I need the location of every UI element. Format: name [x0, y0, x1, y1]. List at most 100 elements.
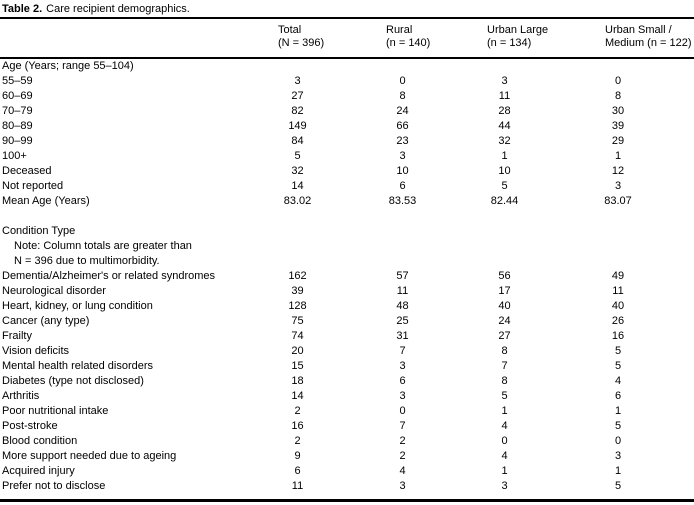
cell-value — [560, 224, 694, 239]
row-label: Poor nutritional intake — [2, 405, 109, 417]
row-label: 70–79 — [2, 105, 33, 117]
cell-value: 6 — [614, 390, 622, 402]
cell-value: 16 — [611, 330, 625, 342]
table-row: 70–79 82 24 28 30 — [0, 104, 694, 119]
cell-value: 83.02 — [283, 195, 312, 207]
cell-value: 25 — [396, 315, 409, 327]
cell-value: 128 — [288, 300, 307, 312]
cell-value: 82.44 — [490, 195, 519, 207]
cell-value: 16 — [291, 420, 304, 432]
cell-value — [560, 254, 694, 269]
cell-value: 32 — [291, 165, 304, 177]
cell-value — [455, 239, 560, 254]
row-label: Age (Years; range 55–104) — [2, 60, 134, 72]
cell-value — [350, 58, 455, 74]
cell-value: 14 — [291, 390, 304, 402]
cell-value: 1 — [501, 465, 508, 477]
cell-value: 8 — [501, 345, 508, 357]
table-row: Frailty 74 31 27 16 — [0, 329, 694, 344]
cell-value: 32 — [498, 135, 511, 147]
table-row: Poor nutritional intake 2 0 1 1 — [0, 404, 694, 419]
column-header-total: Total (N = 396) — [245, 18, 350, 59]
cell-value: 75 — [291, 315, 304, 327]
table-row: N = 396 due to multimorbidity. — [0, 254, 694, 269]
table-row: Vision deficits 20 7 8 5 — [0, 344, 694, 359]
cell-value — [350, 224, 455, 239]
cell-value — [455, 209, 560, 224]
cell-value: 10 — [498, 165, 511, 177]
cell-value: 84 — [291, 135, 304, 147]
cell-value: 7 — [399, 345, 406, 357]
table-row: Blood condition 2 2 0 0 — [0, 434, 694, 449]
cell-value: 1 — [501, 405, 508, 417]
row-label: Diabetes (type not disclosed) — [2, 375, 144, 387]
table-row: Heart, kidney, or lung condition 128 48 40 4… — [0, 299, 694, 314]
column-header-line2: Medium (n = 122) — [605, 37, 692, 49]
column-header-urban-small-medium: Urban Small / Medium (n = 122) — [560, 18, 694, 59]
table-row: Neurological disorder 39 11 17 11 — [0, 284, 694, 299]
cell-value: 11 — [396, 285, 409, 297]
cell-value — [455, 254, 560, 269]
cell-value: 24 — [396, 105, 409, 117]
cell-value: 5 — [614, 480, 622, 492]
table-caption-label: Table 2. — [2, 3, 43, 15]
cell-value: 48 — [396, 300, 409, 312]
row-label: Not reported — [2, 180, 64, 192]
table-row: Acquired injury 6 4 1 1 — [0, 464, 694, 479]
cell-value: 1 — [614, 405, 622, 417]
cell-value — [560, 239, 694, 254]
cell-value: 4 — [614, 375, 622, 387]
column-header-rural: Rural (n = 140) — [350, 18, 455, 59]
table-row: Age (Years; range 55–104) — [0, 58, 694, 74]
table-row: Post-stroke 16 7 4 5 — [0, 419, 694, 434]
cell-value: 3 — [614, 180, 622, 192]
cell-value: 11 — [498, 90, 511, 102]
row-label: Prefer not to disclose — [2, 480, 106, 492]
row-label — [0, 209, 245, 224]
cell-value: 2 — [294, 405, 301, 417]
cell-value: 83.53 — [388, 195, 417, 207]
cell-value: 7 — [501, 360, 508, 372]
row-label: Post-stroke — [2, 420, 58, 432]
cell-value: 149 — [288, 120, 307, 132]
column-header-line2: (n = 140) — [386, 37, 431, 49]
column-header-urban-large: Urban Large (n = 134) — [455, 18, 560, 59]
cell-value: 8 — [614, 90, 622, 102]
cell-value — [245, 209, 350, 224]
column-header-line1: Total — [278, 24, 302, 36]
row-label: Condition Type — [2, 225, 76, 237]
cell-value — [245, 58, 350, 74]
cell-value: 6 — [294, 465, 301, 477]
cell-value: 2 — [294, 435, 301, 447]
cell-value: 1 — [614, 150, 622, 162]
cell-value: 5 — [501, 390, 508, 402]
cell-value: 2 — [399, 450, 406, 462]
cell-value: 14 — [291, 180, 304, 192]
column-header-line1: Urban Small / — [605, 24, 672, 36]
cell-value: 44 — [498, 120, 511, 132]
row-label: Cancer (any type) — [2, 315, 90, 327]
cell-value: 3 — [501, 480, 508, 492]
cell-value: 1 — [501, 150, 508, 162]
cell-value: 39 — [291, 285, 304, 297]
table-header: Total (N = 396) Rural (n = 140) Urban La… — [0, 18, 694, 59]
cell-value — [560, 58, 694, 74]
table-row: Prefer not to disclose 11 3 3 5 — [0, 479, 694, 501]
cell-value: 40 — [498, 300, 511, 312]
table-row: Condition Type — [0, 224, 694, 239]
cell-value: 8 — [399, 90, 406, 102]
cell-value: 82 — [291, 105, 304, 117]
row-label: Dementia/Alzheimer's or related syndrome… — [2, 270, 216, 282]
row-label: Note: Column totals are greater than — [14, 240, 192, 252]
row-label: More support needed due to ageing — [2, 450, 177, 462]
cell-value: 30 — [611, 105, 625, 117]
row-label: Acquired injury — [2, 465, 75, 477]
cell-value: 3 — [501, 75, 508, 87]
row-label: Mental health related disorders — [2, 360, 154, 372]
cell-value — [245, 224, 350, 239]
table-row: 55–59 3 0 3 0 — [0, 74, 694, 89]
row-label: Deceased — [2, 165, 52, 177]
cell-value: 3 — [399, 150, 406, 162]
cell-value: 6 — [399, 375, 406, 387]
